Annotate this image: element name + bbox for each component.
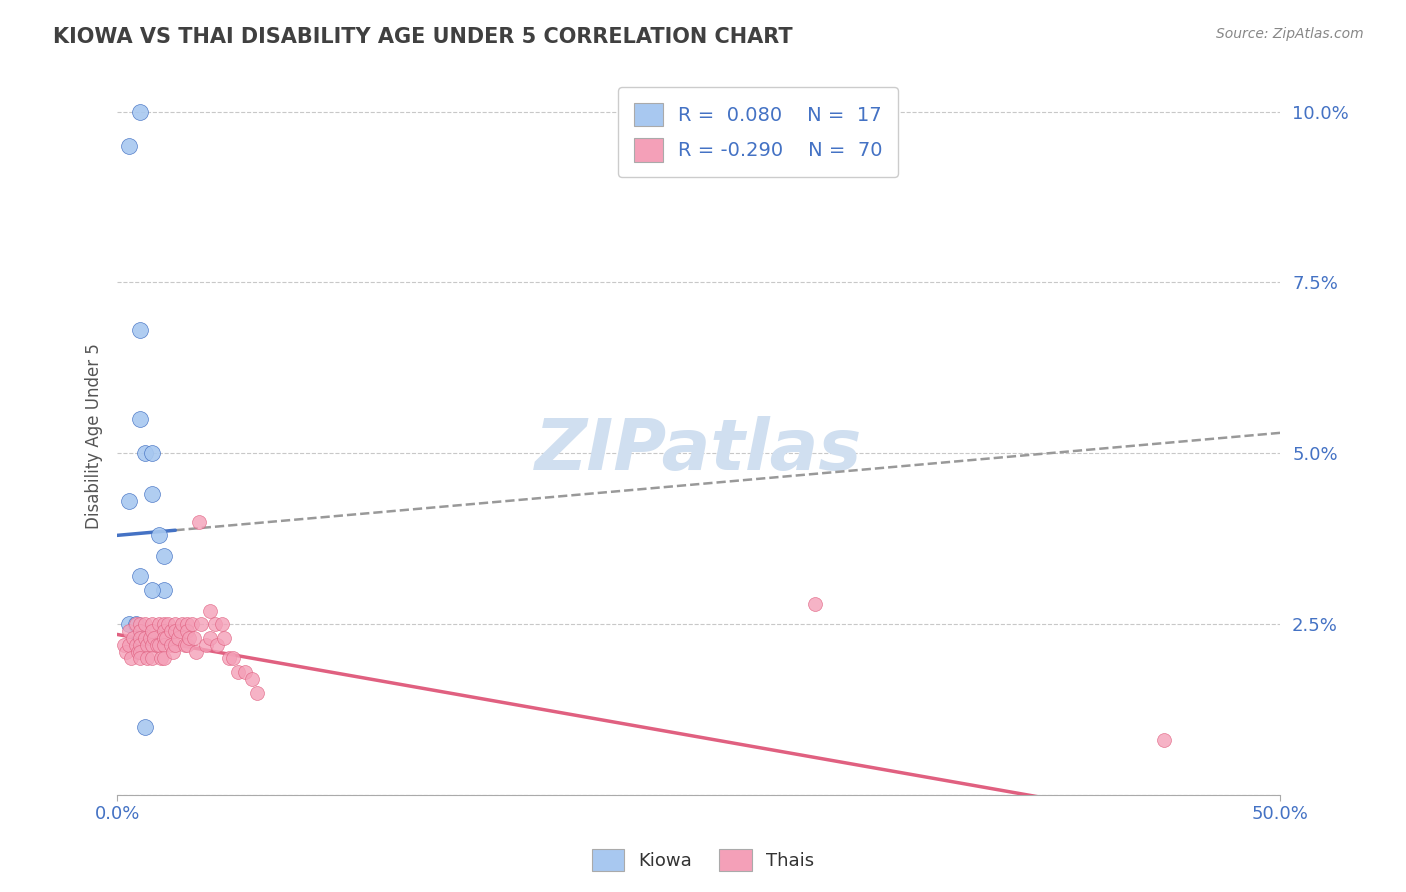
Point [152, 651, 174, 665]
Point [152, 582, 174, 597]
Text: ZIPatlas: ZIPatlas [536, 416, 862, 485]
Y-axis label: Disability Age Under 5: Disability Age Under 5 [86, 343, 103, 529]
Point [129, 638, 152, 652]
Text: KIOWA VS THAI DISABILITY AGE UNDER 5 CORRELATION CHART: KIOWA VS THAI DISABILITY AGE UNDER 5 COR… [53, 27, 793, 46]
Point [165, 638, 187, 652]
Point [118, 638, 141, 652]
Point [118, 617, 141, 632]
Point [176, 617, 198, 632]
Point [162, 644, 184, 658]
Point [120, 651, 142, 665]
Point [118, 494, 141, 508]
Point [152, 549, 174, 563]
Point [226, 665, 249, 679]
Point [155, 631, 177, 645]
Point [152, 617, 174, 632]
Point [159, 638, 181, 652]
Point [141, 446, 163, 460]
Point [136, 638, 159, 652]
Point [148, 528, 170, 542]
Point [125, 638, 148, 652]
Point [141, 617, 163, 632]
Point [148, 638, 170, 652]
Point [129, 631, 152, 645]
Point [211, 617, 233, 632]
Point [141, 582, 163, 597]
Point [180, 617, 202, 632]
Point [1153, 733, 1175, 747]
Point [141, 651, 163, 665]
Point [179, 631, 201, 645]
Point [118, 138, 141, 153]
Point [183, 631, 205, 645]
Point [152, 624, 174, 638]
Point [165, 624, 187, 638]
Point [141, 624, 163, 638]
Point [218, 651, 240, 665]
Point [127, 644, 149, 658]
Point [205, 638, 228, 652]
Point [143, 631, 166, 645]
Point [112, 638, 135, 652]
Point [134, 617, 156, 632]
Point [148, 617, 170, 632]
Point [129, 104, 152, 119]
Legend: R =  0.080    N =  17, R = -0.290    N =  70: R = 0.080 N = 17, R = -0.290 N = 70 [619, 87, 898, 178]
Point [134, 631, 156, 645]
Point [159, 624, 181, 638]
Point [145, 638, 167, 652]
Point [204, 617, 226, 632]
Point [152, 631, 174, 645]
Point [118, 624, 141, 638]
Point [122, 631, 145, 645]
Point [176, 624, 198, 638]
Point [129, 644, 152, 658]
Point [176, 638, 198, 652]
Point [152, 638, 174, 652]
Text: Source: ZipAtlas.com: Source: ZipAtlas.com [1216, 27, 1364, 41]
Point [173, 638, 195, 652]
Point [186, 644, 208, 658]
Point [129, 323, 152, 337]
Point [240, 672, 263, 686]
Point [129, 569, 152, 583]
Point [150, 651, 173, 665]
Point [222, 651, 245, 665]
Point [129, 412, 152, 426]
Point [804, 597, 827, 611]
Point [115, 644, 138, 658]
Point [169, 624, 191, 638]
Point [134, 720, 156, 734]
Point [134, 446, 156, 460]
Point [125, 617, 148, 632]
Point [233, 665, 256, 679]
Point [136, 651, 159, 665]
Point [172, 617, 194, 632]
Point [129, 631, 152, 645]
Legend: Kiowa, Thais: Kiowa, Thais [585, 842, 821, 879]
Point [141, 487, 163, 501]
Point [190, 617, 212, 632]
Point [166, 631, 188, 645]
Point [129, 651, 152, 665]
Point [165, 617, 187, 632]
Point [200, 603, 222, 617]
Point [212, 631, 235, 645]
Point [246, 685, 269, 699]
Point [194, 638, 217, 652]
Point [157, 617, 180, 632]
Point [141, 638, 163, 652]
Point [200, 631, 222, 645]
Point [129, 624, 152, 638]
Point [129, 617, 152, 632]
Point [187, 515, 209, 529]
Point [139, 631, 162, 645]
Point [125, 617, 148, 632]
